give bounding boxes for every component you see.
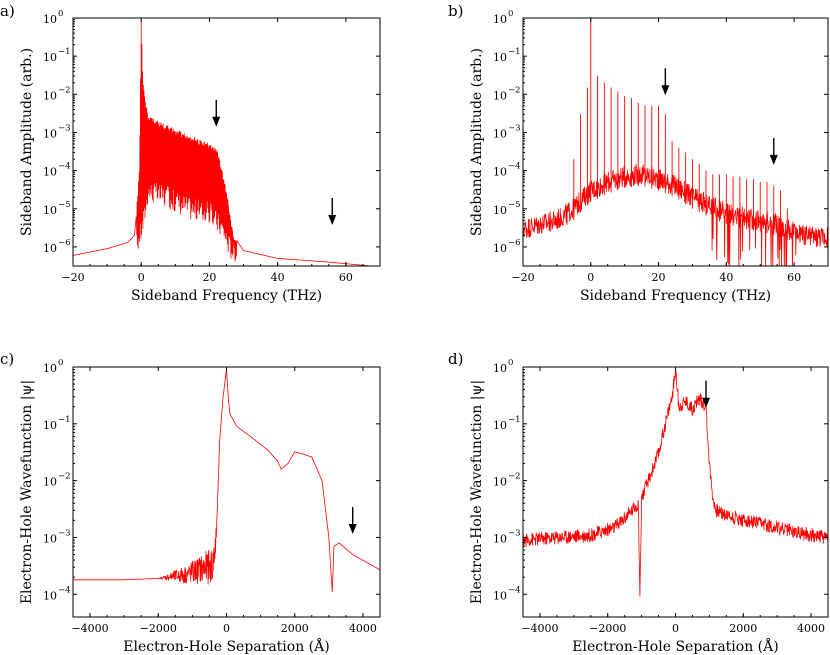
panel-label: a) <box>0 2 15 20</box>
y-tick-exponent: −4 <box>58 162 71 172</box>
y-tick-exponent: −5 <box>508 200 521 210</box>
y-tick-exponent: 0 <box>58 9 63 19</box>
y-tick-label: 10 <box>43 476 57 489</box>
y-tick-exponent: 0 <box>508 9 513 19</box>
y-tick-label: 10 <box>43 532 57 545</box>
panel-label: d) <box>448 350 463 368</box>
x-tick-label: −4000 <box>521 622 558 635</box>
y-tick-exponent: −2 <box>58 472 71 482</box>
y-tick-exponent: −2 <box>58 85 71 95</box>
x-tick-label: 0 <box>587 271 594 284</box>
series-line <box>523 164 828 266</box>
x-axis-label: Electron-Hole Separation (Å) <box>572 637 778 655</box>
x-tick-label: 60 <box>339 271 353 284</box>
y-tick-label: 10 <box>43 204 57 217</box>
x-tick-label: 20 <box>652 271 666 284</box>
y-tick-exponent: −6 <box>508 238 521 248</box>
y-tick-label: 10 <box>493 127 507 140</box>
y-tick-label: 10 <box>493 13 507 26</box>
annotation-arrowhead <box>328 214 337 225</box>
y-tick-exponent: −1 <box>508 415 521 425</box>
x-tick-label: 20 <box>202 271 216 284</box>
y-tick-label: 10 <box>43 166 57 179</box>
y-tick-exponent: 0 <box>508 358 513 368</box>
y-tick-exponent: 0 <box>58 358 63 368</box>
x-axis-label: Electron-Hole Separation (Å) <box>123 637 329 655</box>
panel-label: c) <box>0 350 14 368</box>
y-tick-label: 10 <box>43 13 57 26</box>
y-tick-label: 10 <box>43 589 57 602</box>
y-axis-label: Electron-Hole Wavefunction |ψ| <box>19 380 35 604</box>
y-tick-label: 10 <box>43 242 57 255</box>
x-axis-label: Sideband Frequency (THz) <box>131 288 322 304</box>
x-tick-label: 60 <box>787 271 801 284</box>
y-tick-label: 10 <box>43 419 57 432</box>
panel-label: b) <box>448 2 463 20</box>
series-line <box>73 20 376 266</box>
series-line <box>73 369 380 593</box>
y-tick-label: 10 <box>493 476 507 489</box>
x-tick-label: 0 <box>672 622 679 635</box>
x-tick-label: 0 <box>223 622 230 635</box>
x-tick-label: 40 <box>719 271 733 284</box>
y-tick-exponent: −4 <box>58 585 71 595</box>
y-tick-label: 10 <box>493 419 507 432</box>
annotation-arrowhead <box>348 523 357 534</box>
y-tick-label: 10 <box>43 127 57 140</box>
y-tick-label: 10 <box>493 532 507 545</box>
x-tick-label: −2000 <box>589 622 626 635</box>
y-tick-label: 10 <box>43 89 57 102</box>
y-tick-exponent: −1 <box>58 415 71 425</box>
series-line <box>523 367 828 597</box>
y-tick-exponent: −3 <box>58 528 71 538</box>
y-tick-exponent: −1 <box>508 47 521 57</box>
y-tick-label: 10 <box>493 362 507 375</box>
y-tick-label: 10 <box>493 204 507 217</box>
y-tick-exponent: −3 <box>58 123 71 133</box>
annotation-arrowhead <box>212 116 221 127</box>
annotation-arrowhead <box>769 154 778 165</box>
y-tick-exponent: −1 <box>58 47 71 57</box>
y-tick-label: 10 <box>493 589 507 602</box>
y-tick-label: 10 <box>43 362 57 375</box>
annotation-arrowhead <box>661 85 670 96</box>
y-tick-exponent: −6 <box>58 238 71 248</box>
y-tick-exponent: −4 <box>508 162 521 172</box>
plot-frame <box>522 366 829 618</box>
y-axis-label: Sideband Amplitude (arb.) <box>19 48 35 236</box>
x-tick-label: 2000 <box>729 622 757 635</box>
annotation-arrowhead <box>702 397 710 408</box>
x-tick-label: −20 <box>511 271 534 284</box>
x-tick-label: 0 <box>138 271 145 284</box>
x-tick-label: −20 <box>61 271 84 284</box>
x-tick-label: 4000 <box>349 622 377 635</box>
y-tick-exponent: −2 <box>508 472 521 482</box>
y-tick-exponent: −5 <box>58 200 71 210</box>
x-tick-label: 4000 <box>797 622 825 635</box>
y-tick-exponent: −4 <box>508 585 521 595</box>
y-tick-exponent: −2 <box>508 85 521 95</box>
y-tick-label: 10 <box>493 166 507 179</box>
x-tick-label: −2000 <box>140 622 177 635</box>
y-axis-label: Sideband Amplitude (arb.) <box>469 48 485 236</box>
x-tick-label: −4000 <box>71 622 108 635</box>
y-tick-label: 10 <box>43 51 57 64</box>
y-axis-label: Electron-Hole Wavefunction |ψ| <box>469 380 485 604</box>
y-tick-exponent: −3 <box>508 528 521 538</box>
y-tick-label: 10 <box>493 51 507 64</box>
y-tick-label: 10 <box>493 242 507 255</box>
y-tick-exponent: −3 <box>508 123 521 133</box>
y-tick-label: 10 <box>493 89 507 102</box>
x-tick-label: 40 <box>271 271 285 284</box>
x-tick-label: 2000 <box>281 622 309 635</box>
x-axis-label: Sideband Frequency (THz) <box>580 288 771 304</box>
